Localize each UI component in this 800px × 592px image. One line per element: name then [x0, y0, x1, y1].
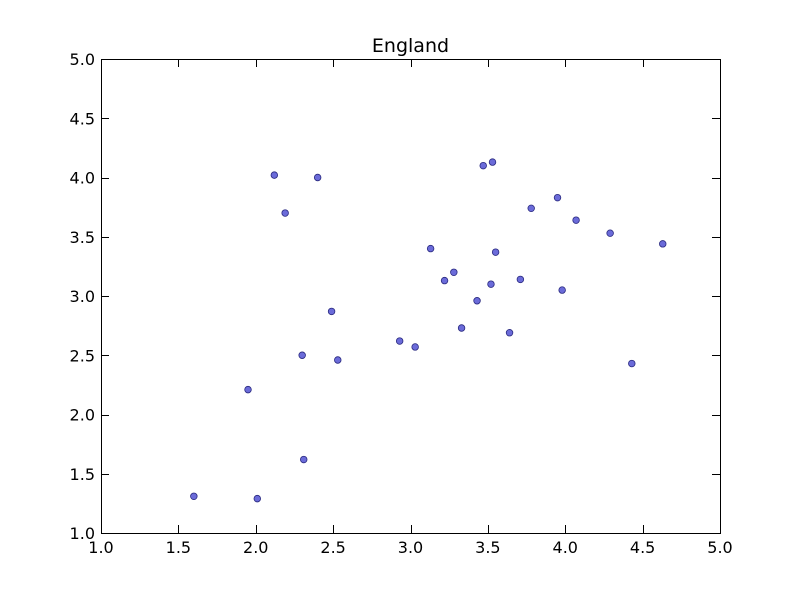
data-point [659, 240, 667, 248]
y-tick-label: 1.0 [70, 524, 95, 543]
data-point [606, 229, 614, 237]
y-tick-label: 4.0 [70, 169, 95, 188]
y-tick-label: 3.0 [70, 287, 95, 306]
data-point [488, 158, 497, 166]
y-tick-label: 2.0 [70, 406, 95, 425]
x-tick-label: 4.5 [630, 538, 655, 557]
data-point [281, 209, 289, 217]
x-tick-label: 5.0 [707, 538, 732, 557]
data-point [558, 286, 566, 294]
data-point [516, 275, 525, 284]
data-point [411, 343, 419, 351]
data-point [473, 297, 481, 305]
y-tick-label: 1.5 [70, 465, 95, 484]
data-point [327, 307, 336, 316]
data-points [190, 158, 667, 503]
x-tick-label: 2.0 [243, 538, 268, 557]
data-point [334, 356, 342, 364]
data-point [244, 385, 252, 394]
data-point [628, 359, 636, 368]
tick-labels: 1.0 1.5 2.0 2.5 3.0 3.5 4.0 4.5 5.0 1.0 1.5 2.0 2.5 3… [70, 50, 733, 557]
data-point [457, 324, 466, 332]
data-point [491, 248, 500, 256]
x-tick-label: 1.5 [166, 538, 191, 557]
data-point [298, 351, 306, 359]
chart-title: England [372, 35, 449, 57]
data-point [553, 193, 562, 202]
y-tick-label: 4.5 [70, 109, 95, 128]
x-tick-label: 1.0 [88, 538, 113, 557]
x-tick-label: 3.5 [475, 538, 500, 557]
x-tick-label: 3.0 [398, 538, 423, 557]
data-point [426, 244, 435, 253]
data-point [572, 216, 580, 224]
data-point [395, 337, 404, 345]
data-point [527, 204, 535, 213]
x-tick-label: 2.5 [320, 538, 345, 557]
y-tick-label: 5.0 [70, 50, 95, 69]
data-point [190, 492, 198, 500]
data-point [270, 171, 279, 179]
data-point [450, 268, 458, 276]
data-point [505, 329, 514, 337]
data-point [313, 173, 322, 182]
x-tick-label: 4.0 [553, 538, 578, 557]
data-point [440, 276, 449, 285]
data-point [487, 280, 495, 288]
data-point [253, 494, 261, 503]
data-point [300, 455, 308, 464]
y-tick-label: 2.5 [70, 346, 95, 365]
data-point [479, 161, 487, 170]
plot-area-frame [101, 59, 721, 534]
y-tick-label: 3.5 [70, 228, 95, 247]
